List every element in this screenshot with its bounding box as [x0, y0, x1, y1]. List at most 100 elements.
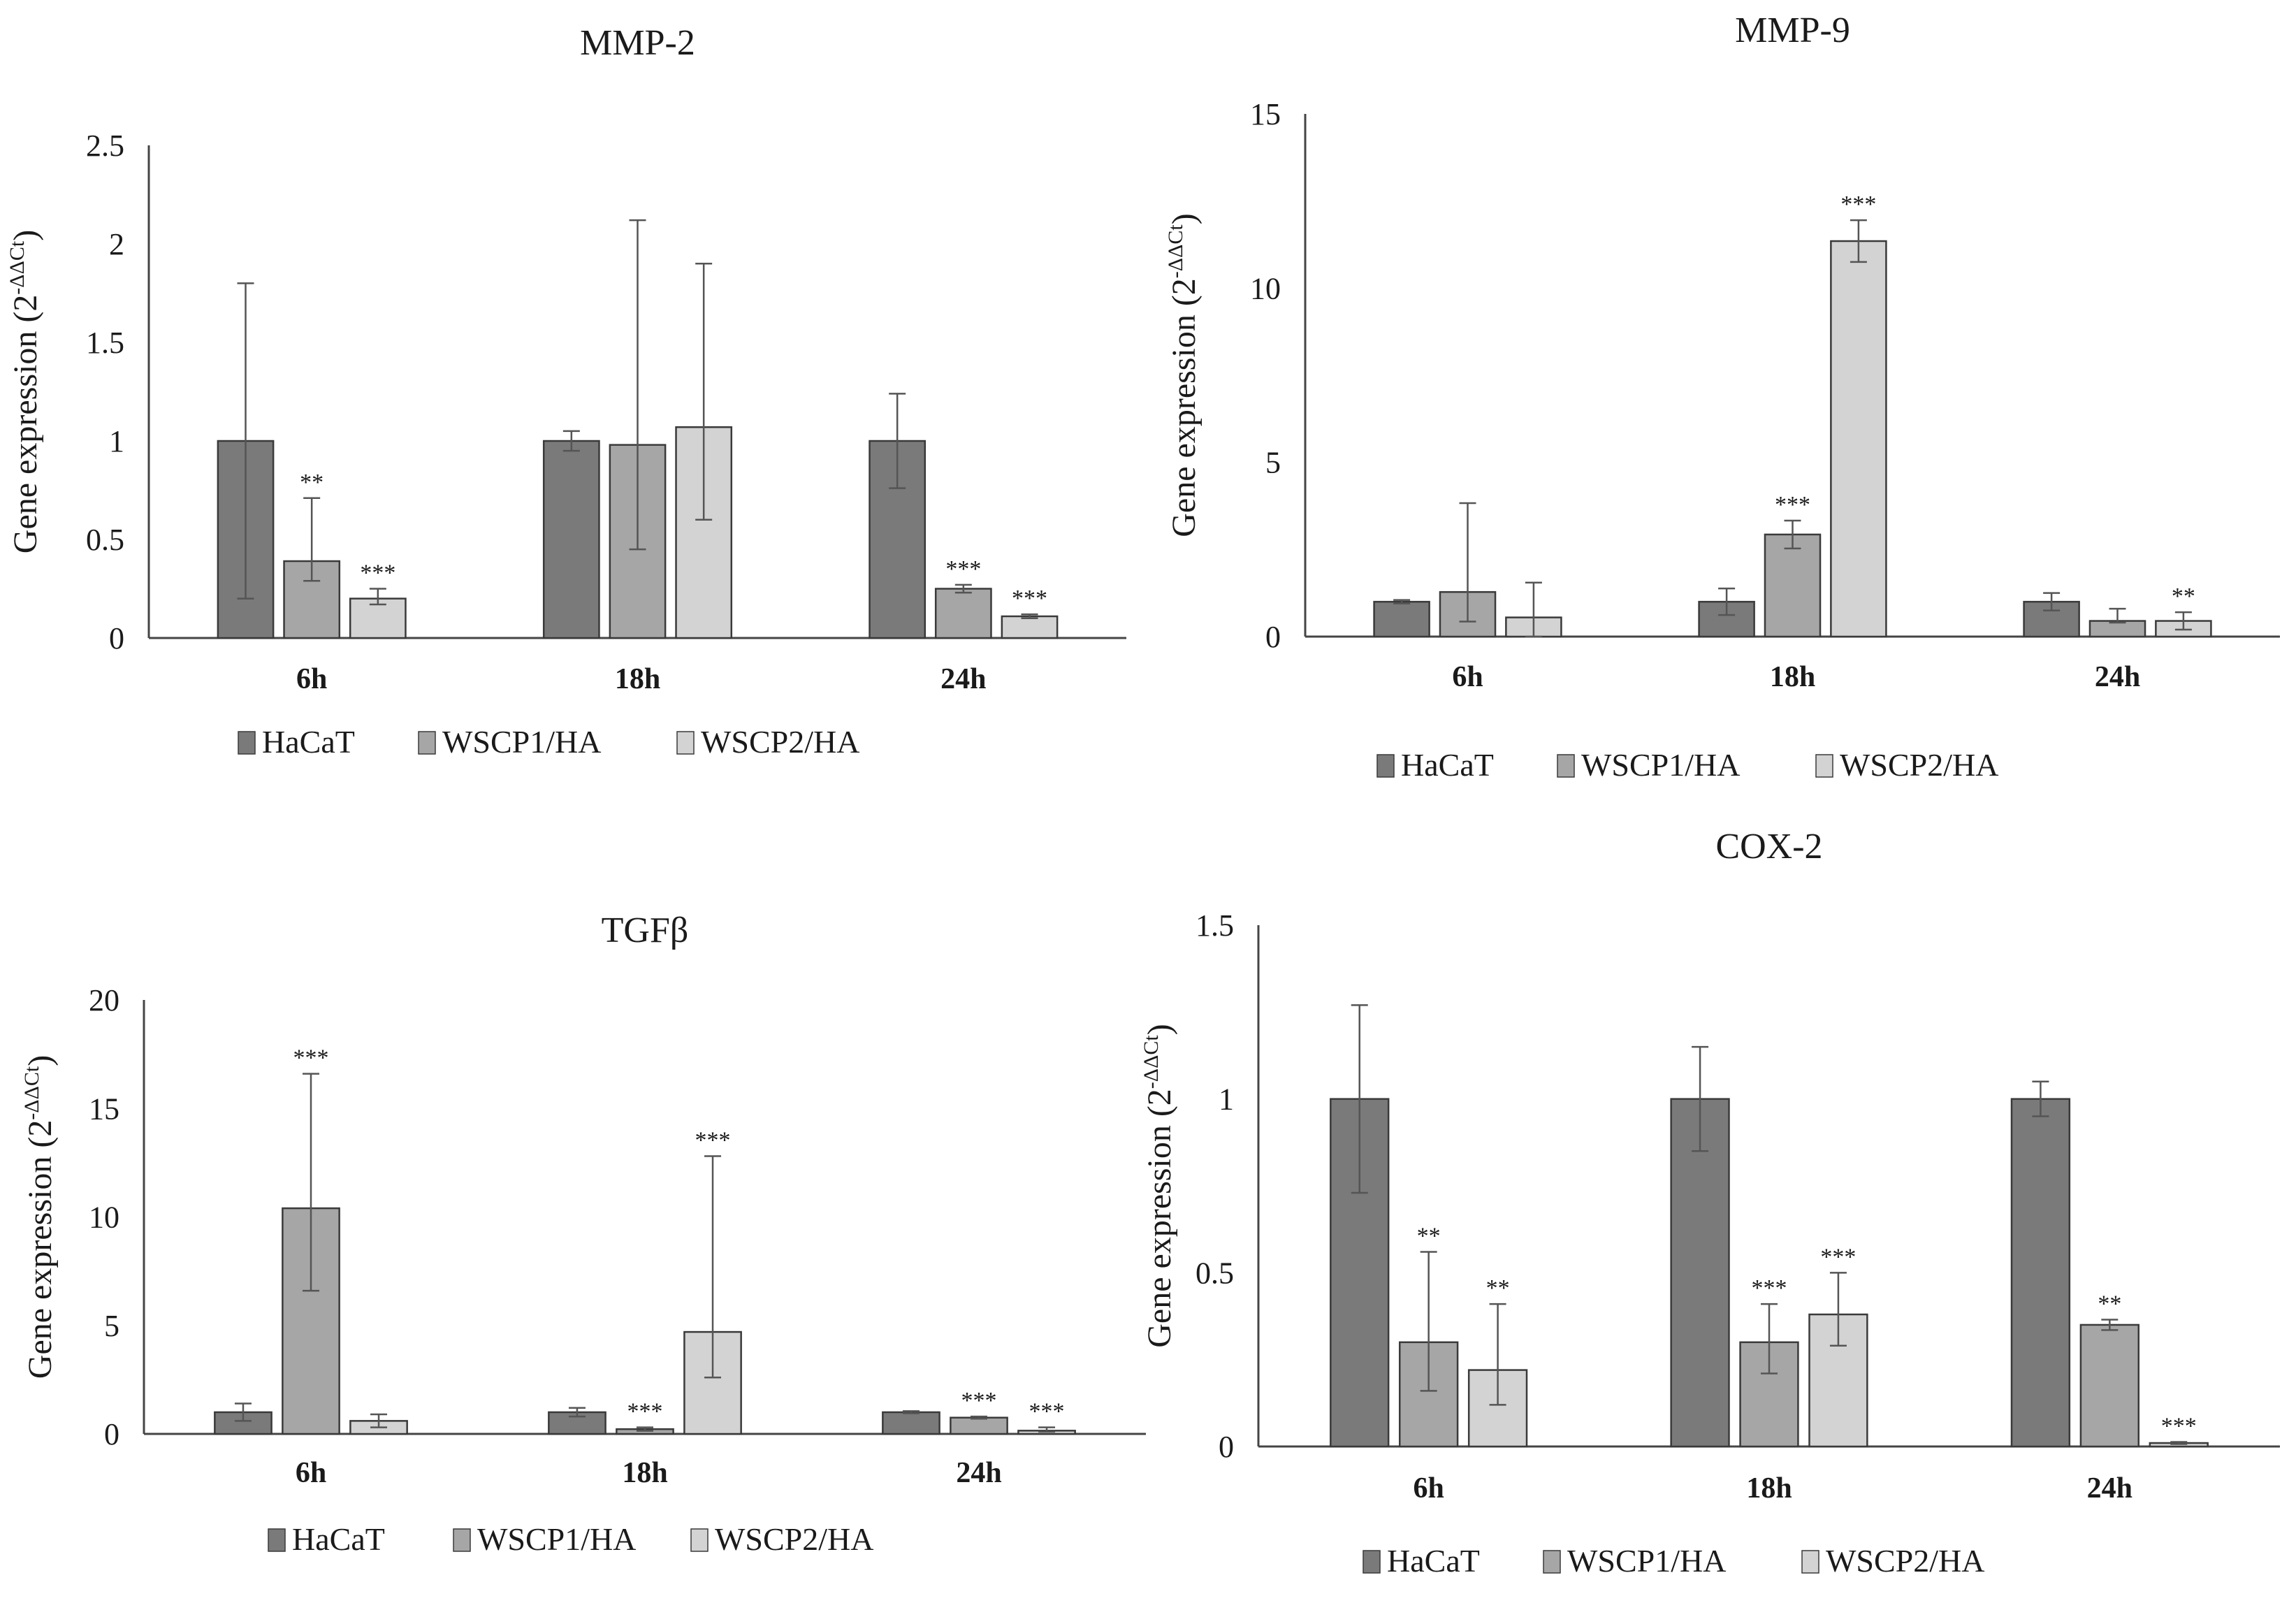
x-category-label: 18h — [1746, 1472, 1792, 1504]
legend-label: WSCP1/HA — [477, 1521, 636, 1557]
x-category-label: 24h — [2087, 1472, 2132, 1504]
legend-label: WSCP1/HA — [1581, 747, 1740, 783]
bar — [1373, 600, 1430, 638]
y-tick-label: 1 — [109, 424, 124, 458]
y-axis-label: Gene expression (2-ΔΔCt) — [6, 230, 44, 553]
y-axis-label-close: ) — [1165, 213, 1203, 224]
y-axis-label-superscript: -ΔΔCt — [20, 1066, 43, 1120]
legend-label: WSCP2/HA — [1840, 747, 1998, 783]
legend-swatch — [1363, 1550, 1381, 1574]
legend-label: WSCP2/HA — [701, 724, 859, 760]
legend-label: WSCP2/HA — [1826, 1543, 1984, 1579]
bar — [2079, 1323, 2140, 1448]
significance-label: ** — [2098, 1291, 2121, 1317]
x-category-label: 24h — [2095, 661, 2140, 693]
x-category-label: 6h — [296, 1457, 326, 1489]
y-axis-label-close: ) — [22, 1055, 59, 1066]
legend-swatch — [690, 1528, 709, 1552]
bar — [283, 560, 341, 639]
y-tick-label: 0 — [104, 1417, 119, 1451]
chart-title: MMP-9 — [1735, 10, 1850, 50]
significance-label: ** — [300, 470, 324, 495]
y-axis-label-close: ) — [1141, 1024, 1178, 1035]
legend-swatch — [1815, 754, 1833, 778]
significance-label: *** — [945, 556, 981, 582]
y-tick-label: 2.5 — [86, 129, 124, 163]
x-category-label: 24h — [940, 663, 986, 695]
bar — [950, 1416, 1008, 1435]
y-tick-label: 0 — [1219, 1430, 1234, 1464]
legend-label: HaCaT — [262, 724, 355, 760]
significance-label: *** — [1840, 191, 1876, 217]
y-tick-label: 2 — [109, 227, 124, 261]
x-category-label: 6h — [1413, 1472, 1444, 1504]
chart-title: TGFβ — [602, 911, 689, 950]
bar — [2010, 1098, 2071, 1448]
legend-label: WSCP1/HA — [1567, 1543, 1726, 1579]
significance-label: *** — [2161, 1414, 2197, 1439]
bar — [934, 588, 992, 639]
legend-label: HaCaT — [292, 1521, 385, 1557]
x-category-label: 18h — [1770, 661, 1815, 693]
y-tick-label: 0.5 — [86, 523, 124, 557]
legend-swatch — [453, 1528, 471, 1552]
legend-label: HaCaT — [1387, 1543, 1480, 1579]
y-axis-label: Gene expression (2-ΔΔCt) — [1140, 1024, 1178, 1347]
legend-swatch — [1557, 754, 1575, 778]
significance-label: ** — [1486, 1275, 1510, 1301]
y-axis-label-superscript: -ΔΔCt — [1164, 224, 1187, 279]
legend-label: WSCP2/HA — [715, 1521, 873, 1557]
legend-swatch — [676, 731, 695, 755]
bar — [1764, 533, 1822, 638]
x-category-label: 18h — [622, 1457, 667, 1489]
significance-label: *** — [360, 560, 395, 586]
significance-label: *** — [1775, 492, 1810, 518]
y-tick-label: 1.5 — [86, 326, 124, 360]
significance-label: *** — [1820, 1244, 1856, 1270]
legend-label: WSCP1/HA — [442, 724, 601, 760]
y-axis-label-superscript: -ΔΔCt — [6, 240, 29, 295]
legend-swatch — [418, 731, 436, 755]
y-axis-label: Gene expression (2-ΔΔCt) — [20, 1055, 59, 1379]
legend-swatch — [238, 731, 256, 755]
y-tick-label: 0.5 — [1196, 1256, 1234, 1290]
y-axis-label-text: Gene expression (2 — [7, 295, 44, 554]
bar — [1670, 1098, 1730, 1448]
legend-label: HaCaT — [1401, 747, 1494, 783]
significance-label: ** — [1417, 1223, 1441, 1249]
legend-swatch — [268, 1528, 286, 1552]
y-tick-label: 15 — [89, 1092, 119, 1126]
chart-title: MMP-2 — [580, 23, 695, 63]
significance-label: *** — [961, 1388, 997, 1414]
legend-swatch — [1376, 754, 1395, 778]
y-tick-label: 15 — [1250, 97, 1281, 131]
significance-label: *** — [695, 1128, 731, 1154]
bar — [1001, 615, 1059, 639]
y-tick-label: 1.5 — [1196, 908, 1234, 943]
bar — [1830, 240, 1887, 638]
y-tick-label: 10 — [1250, 271, 1281, 305]
bar — [1698, 600, 1755, 638]
y-tick-label: 10 — [89, 1201, 119, 1235]
y-tick-label: 5 — [1265, 446, 1281, 480]
chart-title: COX-2 — [1715, 827, 1822, 866]
y-tick-label: 1 — [1219, 1082, 1234, 1117]
y-axis-label-superscript: -ΔΔCt — [1140, 1035, 1163, 1089]
bar — [882, 1411, 940, 1435]
y-axis-label-close: ) — [7, 230, 44, 241]
significance-label: *** — [1752, 1275, 1787, 1301]
y-tick-label: 0 — [1265, 620, 1281, 654]
y-axis-label-text: Gene expression (2 — [22, 1120, 59, 1379]
legend-swatch — [1543, 1550, 1561, 1574]
y-tick-label: 5 — [104, 1309, 119, 1343]
y-tick-label: 0 — [109, 621, 124, 655]
x-category-label: 18h — [615, 663, 660, 695]
significance-label: ** — [2172, 583, 2195, 609]
bar — [542, 440, 600, 639]
y-axis-label-text: Gene expression (2 — [1165, 278, 1203, 537]
significance-label: *** — [293, 1045, 329, 1071]
y-axis-label-text: Gene expression (2 — [1141, 1089, 1178, 1348]
y-tick-label: 20 — [89, 983, 119, 1017]
x-category-label: 24h — [956, 1457, 1001, 1489]
